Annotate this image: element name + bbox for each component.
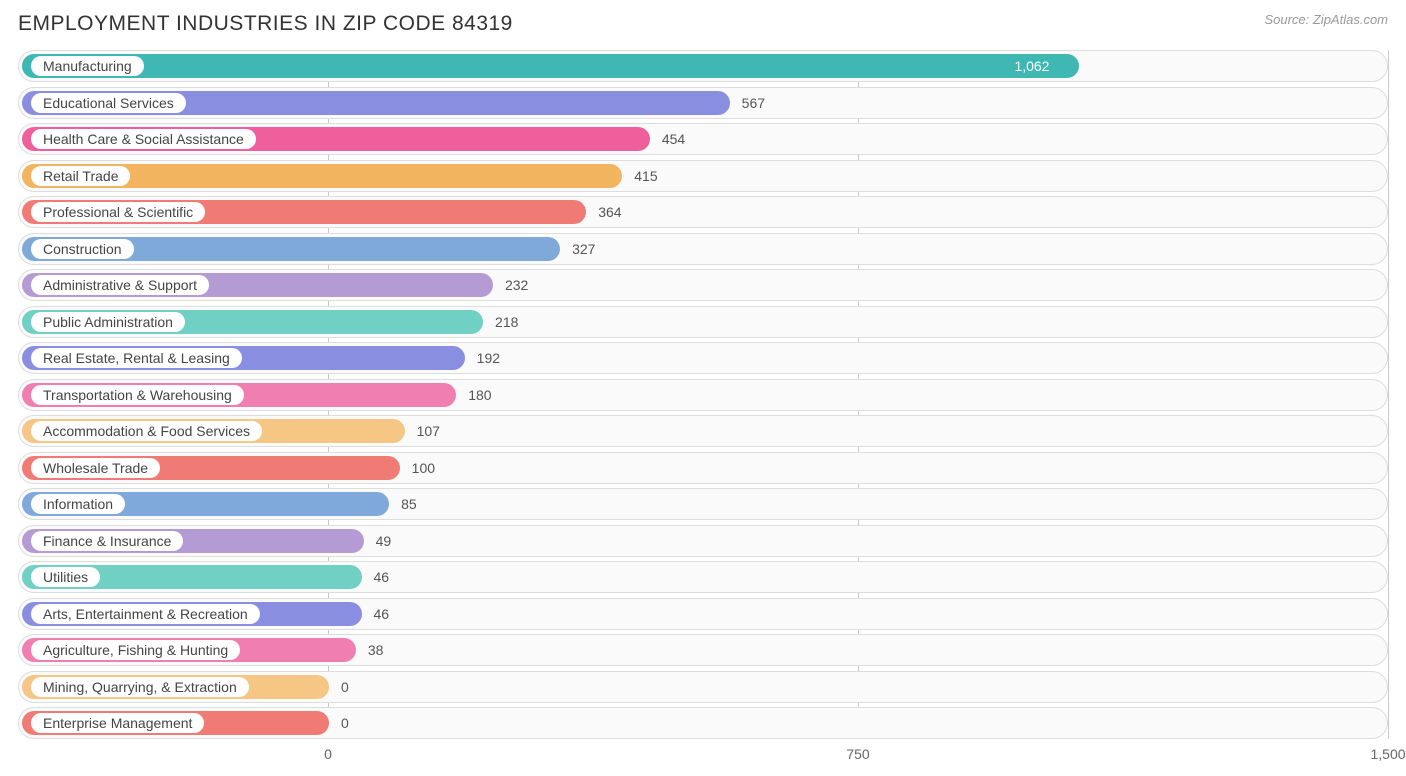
bar-value: 180 xyxy=(468,387,491,403)
bar-label: Arts, Entertainment & Recreation xyxy=(31,604,260,624)
bar-label: Manufacturing xyxy=(31,56,144,76)
bar-label: Transportation & Warehousing xyxy=(31,385,244,405)
bar-value: 0 xyxy=(341,715,349,731)
axis-tick: 0 xyxy=(324,746,332,762)
chart-source: Source: ZipAtlas.com xyxy=(1264,12,1388,27)
chart-bars: Manufacturing 1,062 Educational Services 56… xyxy=(18,50,1388,739)
bar-label: Construction xyxy=(31,239,134,259)
axis-tick: 750 xyxy=(846,746,869,762)
bar-value: 327 xyxy=(572,241,595,257)
bar-label: Educational Services xyxy=(31,93,186,113)
bar-label: Retail Trade xyxy=(31,166,130,186)
bar-row: Retail Trade 415 xyxy=(18,160,1388,192)
bar-label: Administrative & Support xyxy=(31,275,209,295)
bar-row: Agriculture, Fishing & Hunting 38 xyxy=(18,634,1388,666)
bar-value: 46 xyxy=(374,606,390,622)
bar-label: Agriculture, Fishing & Hunting xyxy=(31,640,240,660)
bar-value: 1,062 xyxy=(1014,58,1049,74)
bar-fill xyxy=(22,54,1079,78)
chart-header: EMPLOYMENT INDUSTRIES IN ZIP CODE 84319 … xyxy=(18,12,1388,36)
bar-row: Professional & Scientific 364 xyxy=(18,196,1388,228)
bar-row: Construction 327 xyxy=(18,233,1388,265)
bar-label: Information xyxy=(31,494,125,514)
bar-row: Arts, Entertainment & Recreation 46 xyxy=(18,598,1388,630)
bar-row: Wholesale Trade 100 xyxy=(18,452,1388,484)
bar-label: Accommodation & Food Services xyxy=(31,421,262,441)
bar-row: Health Care & Social Assistance 454 xyxy=(18,123,1388,155)
bar-row: Public Administration 218 xyxy=(18,306,1388,338)
bar-row: Transportation & Warehousing 180 xyxy=(18,379,1388,411)
axis-tick: 1,500 xyxy=(1370,746,1405,762)
bar-row: Real Estate, Rental & Leasing 192 xyxy=(18,342,1388,374)
bar-label: Mining, Quarrying, & Extraction xyxy=(31,677,249,697)
bar-value: 218 xyxy=(495,314,518,330)
bar-label: Real Estate, Rental & Leasing xyxy=(31,348,242,368)
bar-row: Mining, Quarrying, & Extraction 0 xyxy=(18,671,1388,703)
gridline xyxy=(1388,50,1389,739)
bar-label: Professional & Scientific xyxy=(31,202,205,222)
bar-value: 0 xyxy=(341,679,349,695)
bar-value: 567 xyxy=(742,95,765,111)
bar-value: 38 xyxy=(368,642,384,658)
bar-value: 49 xyxy=(376,533,392,549)
bar-label: Enterprise Management xyxy=(31,713,204,733)
chart-area: Manufacturing 1,062 Educational Services 56… xyxy=(18,50,1388,772)
bar-value: 46 xyxy=(374,569,390,585)
bar-row: Educational Services 567 xyxy=(18,87,1388,119)
bar-label: Public Administration xyxy=(31,312,185,332)
bar-row: Administrative & Support 232 xyxy=(18,269,1388,301)
bar-value: 364 xyxy=(598,204,621,220)
bar-value: 232 xyxy=(505,277,528,293)
bar-label: Utilities xyxy=(31,567,100,587)
bar-value: 107 xyxy=(417,423,440,439)
bar-value: 85 xyxy=(401,496,417,512)
bar-value: 192 xyxy=(477,350,500,366)
bar-label: Health Care & Social Assistance xyxy=(31,129,256,149)
bar-row: Finance & Insurance 49 xyxy=(18,525,1388,557)
bar-row: Utilities 46 xyxy=(18,561,1388,593)
bar-row: Information 85 xyxy=(18,488,1388,520)
bar-row: Enterprise Management 0 xyxy=(18,707,1388,739)
bar-value: 454 xyxy=(662,131,685,147)
bar-label: Finance & Insurance xyxy=(31,531,183,551)
bar-label: Wholesale Trade xyxy=(31,458,160,478)
chart-title: EMPLOYMENT INDUSTRIES IN ZIP CODE 84319 xyxy=(18,12,513,36)
x-axis: 07501,500 xyxy=(18,744,1388,772)
bar-row: Manufacturing 1,062 xyxy=(18,50,1388,82)
bar-value: 100 xyxy=(412,460,435,476)
bar-row: Accommodation & Food Services 107 xyxy=(18,415,1388,447)
bar-value: 415 xyxy=(634,168,657,184)
